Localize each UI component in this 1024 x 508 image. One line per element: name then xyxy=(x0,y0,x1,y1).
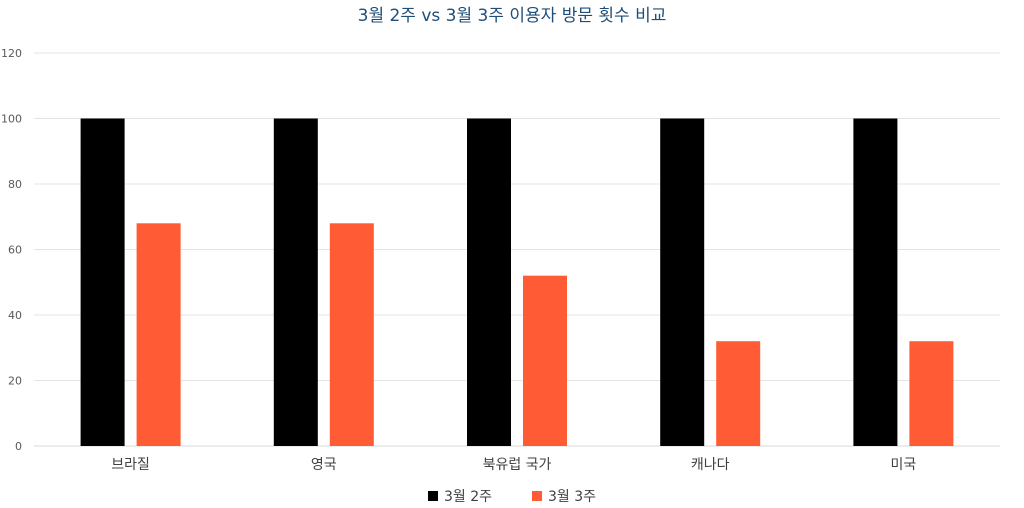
legend-label-series-1: 3월 2주 xyxy=(443,489,492,505)
y-tick-label: 80 xyxy=(8,178,22,191)
chart-title: 3월 2주 vs 3월 3주 이용자 방문 횟수 비교 xyxy=(357,6,667,26)
bar-series-1-4 xyxy=(660,118,705,446)
legend-label-series-2: 3월 3주 xyxy=(548,489,597,505)
bar-series-1-5 xyxy=(853,118,898,446)
y-tick-label: 60 xyxy=(8,244,22,257)
legend: 3월 2주 3월 3주 xyxy=(0,486,1024,506)
bar-series-2-2 xyxy=(329,223,374,446)
bar-series-2-4 xyxy=(716,341,761,446)
x-category-label: 캐나다 xyxy=(691,457,730,473)
legend-item-series-2: 3월 3주 xyxy=(532,486,596,506)
y-tick-label: 0 xyxy=(15,440,22,453)
y-axis: 0 20 40 60 80 100 120 xyxy=(1,47,22,453)
x-category-label: 영국 xyxy=(311,457,337,473)
legend-item-series-1: 3월 2주 xyxy=(427,486,492,506)
bar-series-1-3 xyxy=(467,118,511,446)
y-tick-label: 120 xyxy=(1,47,22,60)
bar-series-2-1 xyxy=(136,223,181,446)
bar-series-2-5 xyxy=(909,341,954,446)
x-category-label: 브라질 xyxy=(111,457,150,473)
bar-series-1-2 xyxy=(273,118,318,446)
legend-swatch-series-2 xyxy=(532,491,542,501)
y-tick-label: 40 xyxy=(8,309,22,322)
x-category-label: 미국 xyxy=(891,457,917,473)
x-axis: 브라질 영국 북유럽 국가 캐나다 미국 xyxy=(111,457,916,473)
bar-series-2-3 xyxy=(523,275,567,446)
bar-series-1-1 xyxy=(80,118,125,446)
y-tick-label: 100 xyxy=(1,113,22,126)
gridlines xyxy=(34,52,1000,447)
y-tick-label: 20 xyxy=(8,375,22,388)
x-category-label: 북유럽 국가 xyxy=(483,457,552,473)
legend-swatch-series-1 xyxy=(427,491,438,501)
bars xyxy=(80,118,954,446)
